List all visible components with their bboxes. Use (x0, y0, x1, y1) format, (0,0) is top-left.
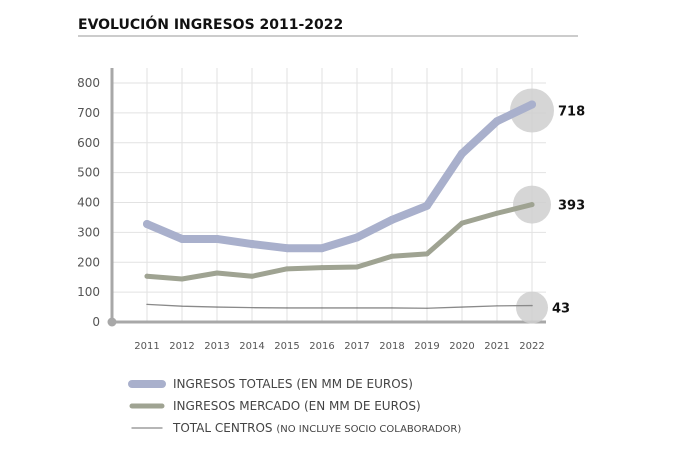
data-point (321, 307, 323, 309)
y-tick-label: 800 (77, 76, 100, 90)
data-point (389, 253, 395, 259)
legend-label: INGRESOS TOTALES (EN MM DE EUROS) (173, 377, 413, 391)
data-point (496, 305, 498, 307)
data-point (529, 202, 535, 208)
data-point (531, 304, 533, 307)
legend-suffix: (NO INCLUYE SOCIO COLABORADOR) (276, 424, 461, 435)
data-point (143, 220, 151, 229)
y-tick-label: 100 (77, 285, 100, 299)
data-point (461, 306, 463, 308)
series-line (144, 202, 535, 282)
y-tick-label: 200 (77, 255, 100, 269)
series-line (143, 100, 536, 253)
data-point (286, 307, 288, 309)
y-tick-label: 600 (77, 136, 100, 150)
end-value-label: 43 (552, 302, 570, 317)
data-point (319, 265, 325, 271)
end-value-label: 718 (558, 105, 585, 120)
legend: INGRESOS TOTALES (EN MM DE EUROS)INGRESO… (128, 377, 461, 435)
end-value-label: 393 (558, 199, 585, 214)
data-point (388, 215, 396, 224)
data-point (283, 244, 291, 253)
y-axis-ticks: 0 100 200 300 400 500 600 700 800 (77, 76, 100, 329)
end-highlight-circle (510, 88, 554, 133)
axis-origin-dot (107, 317, 117, 327)
data-point (528, 100, 536, 109)
end-labels: 718 393 43 (552, 105, 585, 317)
end-highlight-circle (516, 291, 548, 324)
legend-name: INGRESOS MERCADO (173, 399, 304, 413)
x-tick-label: 2011 (134, 341, 159, 352)
x-tick-label: 2021 (484, 341, 509, 352)
data-point (318, 244, 326, 253)
grid (112, 68, 546, 322)
legend-name: TOTAL CENTROS (172, 421, 276, 435)
y-tick-label: 400 (77, 196, 100, 210)
data-point (249, 273, 255, 279)
data-point (214, 270, 220, 276)
legend-suffix: (EN MM DE EUROS) (296, 377, 413, 391)
series-lines (143, 100, 536, 309)
x-axis-ticks: 2011 2012 2013 2014 2015 2016 2017 2018 2019 2020… (134, 341, 544, 352)
x-tick-label: 2020 (449, 341, 474, 352)
data-point (494, 210, 500, 216)
data-point (178, 234, 186, 243)
legend-label: TOTAL CENTROS (NO INCLUYE SOCIO COLABORA… (172, 421, 461, 435)
y-tick-label: 300 (77, 225, 100, 239)
series-line (146, 303, 533, 309)
data-point (493, 117, 501, 126)
data-point (459, 220, 465, 226)
data-point (216, 306, 218, 308)
data-point (353, 233, 361, 242)
chart-title: EVOLUCIÓN INGRESOS 2011-2022 (78, 15, 343, 33)
x-tick-label: 2017 (344, 341, 369, 352)
data-point (284, 266, 290, 272)
data-point (248, 240, 256, 249)
x-tick-label: 2014 (239, 341, 264, 352)
data-point (179, 276, 185, 282)
legend-label: INGRESOS MERCADO (EN MM DE EUROS) (173, 399, 421, 413)
x-tick-label: 2012 (169, 341, 194, 352)
data-point (251, 307, 253, 309)
legend-suffix: (EN MM DE EUROS) (304, 399, 421, 413)
data-point (354, 264, 360, 270)
data-point (181, 305, 183, 307)
y-tick-label: 0 (92, 315, 100, 329)
data-point (144, 273, 150, 279)
x-tick-label: 2013 (204, 341, 229, 352)
data-point (146, 303, 148, 306)
data-point (423, 201, 431, 210)
x-tick-label: 2019 (414, 341, 439, 352)
x-tick-label: 2022 (519, 341, 544, 352)
data-point (458, 149, 466, 158)
y-tick-label: 700 (77, 106, 100, 120)
x-tick-label: 2018 (379, 341, 404, 352)
x-tick-label: 2015 (274, 341, 299, 352)
data-point (391, 307, 393, 309)
data-point (213, 234, 221, 243)
data-point (424, 251, 430, 257)
x-tick-label: 2016 (309, 341, 334, 352)
legend-name: INGRESOS TOTALES (173, 377, 296, 391)
y-tick-label: 500 (77, 166, 100, 180)
data-point (426, 307, 428, 309)
data-point (356, 307, 358, 309)
